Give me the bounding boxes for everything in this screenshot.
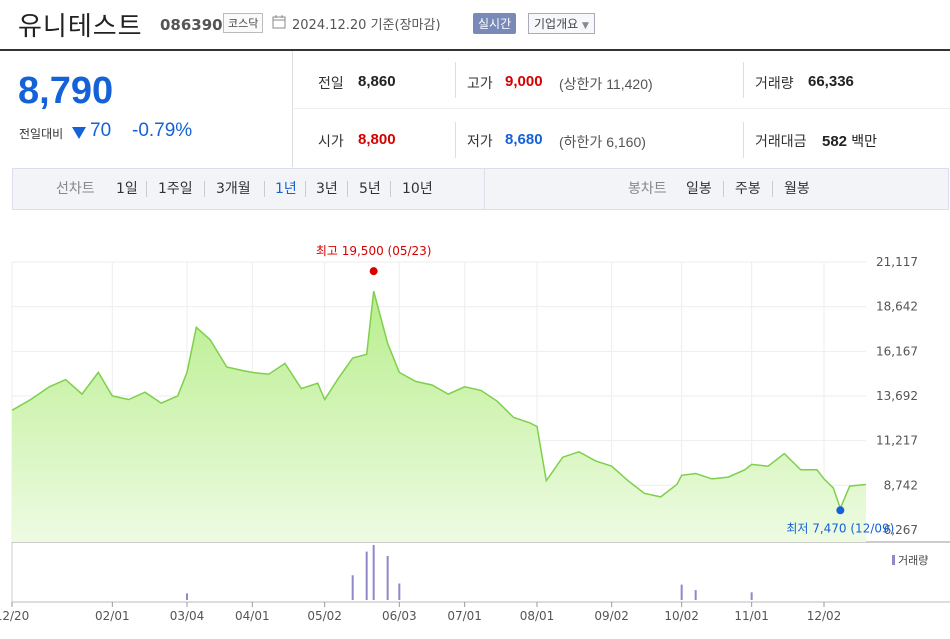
x-tick-label: 06/03 — [382, 609, 417, 623]
high-value: 9,000 — [505, 73, 543, 90]
volume-label: 거래량 — [755, 76, 794, 92]
lower-limit: (하한가 6,160) — [559, 134, 646, 150]
tab-monthly[interactable]: 월봉 — [784, 181, 810, 197]
x-tick-label: 07/01 — [447, 609, 482, 623]
chart-tab-bar — [12, 168, 949, 210]
realtime-button[interactable]: 실시간 — [473, 13, 517, 34]
price-line — [11, 291, 867, 511]
tab-sep — [305, 181, 306, 197]
y-tick-label: 13,692 — [876, 389, 918, 403]
low-value: 8,680 — [505, 131, 543, 148]
tab-1w[interactable]: 1주일 — [158, 181, 193, 197]
y-tick-label: 11,217 — [876, 434, 918, 448]
volume-bar — [365, 551, 368, 600]
corp-overview-dropdown[interactable]: 기업개요 ▼ — [528, 13, 595, 34]
stock-code: 086390 — [160, 16, 223, 34]
y-tick-label: 6,267 — [884, 523, 918, 537]
tab-sep — [347, 181, 348, 197]
price-chart: 12/20 02/01 03/04 04/01 05/02 06/03 07/01 08/01… — [0, 244, 950, 623]
tab-sep — [146, 181, 147, 197]
volume-bar — [694, 590, 697, 600]
tab-weekly[interactable]: 주봉 — [735, 181, 761, 197]
amount-label: 거래대금 — [755, 134, 807, 150]
line-chart-label: 선차트 — [56, 181, 95, 197]
chevron-down-icon: ▼ — [582, 21, 589, 31]
x-tick-label: 12/02 — [807, 609, 842, 623]
volume-legend-swatch — [892, 555, 895, 565]
volume-bar — [398, 583, 401, 600]
y-tick-label: 8,742 — [884, 478, 918, 492]
tab-sep — [772, 181, 773, 197]
candle-chart-label: 봉차트 — [628, 181, 667, 197]
as-of-date: 2024.12.20 기준(장마감) — [292, 18, 441, 33]
y-tick-label: 21,117 — [876, 255, 918, 269]
volume-bar — [680, 584, 683, 600]
volume-value: 66,336 — [808, 73, 854, 90]
tab-sep — [204, 181, 205, 197]
x-tick-label: 02/01 — [95, 609, 130, 623]
x-tick-label: 04/01 — [235, 609, 270, 623]
tab-sep — [723, 181, 724, 197]
open-value: 8,800 — [358, 131, 396, 148]
x-tick-label: 09/02 — [594, 609, 629, 623]
low-label: 저가 — [467, 134, 493, 150]
change-value: 70 — [90, 120, 112, 141]
stock-name: 유니테스트 — [18, 12, 143, 42]
volume-bar — [750, 592, 753, 600]
stats-divider-4 — [743, 122, 744, 158]
x-tick-label: 05/02 — [307, 609, 342, 623]
tab-1y[interactable]: 1년 — [275, 181, 297, 197]
open-label: 시가 — [318, 134, 344, 150]
tab-1d[interactable]: 1일 — [116, 181, 138, 197]
min-marker — [836, 506, 845, 515]
prev-close-label: 전일 — [318, 76, 344, 92]
x-tick-label: 12/20 — [0, 609, 29, 623]
calendar-icon — [272, 15, 286, 29]
volume-bar — [372, 545, 375, 600]
x-tick-label: 03/04 — [170, 609, 205, 623]
min-annotation: 최저 7,470 (12/09) — [786, 521, 894, 535]
y-tick-label: 16,167 — [876, 344, 918, 358]
x-tick-label: 11/01 — [734, 609, 769, 623]
tab-bar-divider — [484, 169, 485, 209]
upper-limit: (상한가 11,420) — [559, 76, 653, 92]
stats-divider-2 — [455, 122, 456, 158]
stats-divider-1 — [455, 62, 456, 98]
volume-bar — [186, 593, 188, 600]
change-label: 전일대비 — [19, 127, 64, 141]
summary-divider — [292, 51, 293, 167]
max-annotation: 최고 19,500 (05/23) — [316, 244, 432, 258]
market-badge: 코스닥 — [223, 13, 264, 33]
down-triangle-icon — [72, 127, 86, 139]
current-price: 8,790 — [18, 70, 114, 112]
tab-daily[interactable]: 일봉 — [686, 181, 712, 197]
volume-bar — [351, 575, 354, 600]
tab-3m[interactable]: 3개월 — [216, 181, 251, 197]
tab-sep — [264, 181, 265, 197]
max-marker — [369, 267, 378, 276]
x-tick-label: 08/01 — [520, 609, 555, 623]
tab-10y[interactable]: 10년 — [402, 181, 433, 197]
high-label: 고가 — [467, 76, 493, 92]
header-divider — [0, 49, 950, 51]
price-area — [12, 291, 866, 542]
stats-row-divider — [292, 108, 950, 109]
prev-close-value: 8,860 — [358, 73, 396, 90]
volume-bar — [386, 556, 389, 600]
tab-3y[interactable]: 3년 — [316, 181, 338, 197]
change-percent: -0.79% — [132, 120, 193, 141]
x-tick-label: 10/02 — [664, 609, 699, 623]
volume-legend-label: 거래량 — [898, 554, 928, 567]
tab-sep — [390, 181, 391, 197]
stats-divider-3 — [743, 62, 744, 98]
amount-value: 582 백만 — [822, 133, 877, 150]
y-tick-label: 18,642 — [876, 300, 918, 314]
tab-5y[interactable]: 5년 — [359, 181, 381, 197]
